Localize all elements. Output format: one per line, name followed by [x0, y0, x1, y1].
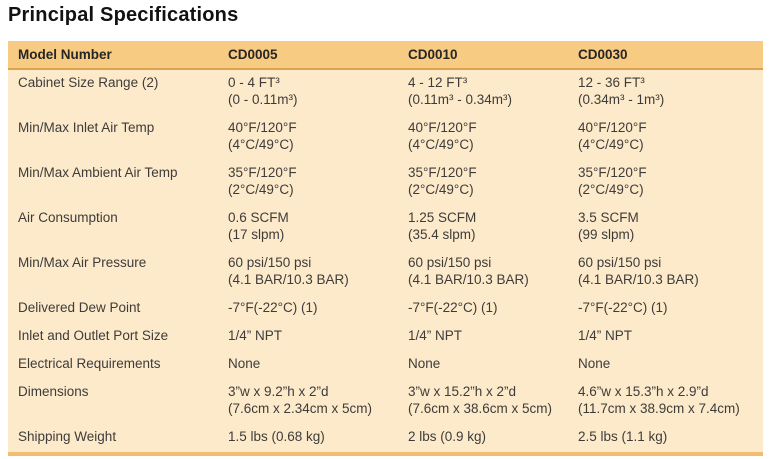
- cell-value: -7°F(-22°C) (1): [228, 300, 318, 315]
- table-header-row: Model Number CD0005 CD0010 CD0030: [8, 41, 763, 70]
- cell-value: 60 psi/150 psi (4.1 BAR/10.3 BAR): [578, 255, 699, 287]
- cell-value: 1/4” NPT: [578, 328, 633, 343]
- cell-value: None: [228, 356, 261, 371]
- cell-value: -7°F(-22°C) (1): [578, 300, 668, 315]
- cell-value: 35°F/120°F (2°C/49°C): [408, 165, 477, 197]
- row-label: Inlet and Outlet Port Size: [18, 328, 169, 343]
- cell-value: 3”w x 15.2”h x 2”d (7.6cm x 38.6cm x 5cm…: [408, 384, 553, 416]
- table-row: Delivered Dew Point -7°F(-22°C) (1) -7°F…: [8, 295, 763, 323]
- column-header-cd0010: CD0010: [408, 47, 458, 62]
- row-label: Delivered Dew Point: [18, 300, 141, 315]
- cell-value: 1.5 lbs (0.68 kg): [228, 429, 325, 444]
- table-row: Dimensions 3”w x 9.2”h x 2”d (7.6cm x 2.…: [8, 379, 763, 424]
- cell-value: -7°F(-22°C) (1): [408, 300, 498, 315]
- row-label: Shipping Weight: [18, 429, 117, 444]
- cell-value: 1/4” NPT: [228, 328, 283, 343]
- row-label: Min/Max Air Pressure: [18, 255, 147, 270]
- cell-value: None: [578, 356, 611, 371]
- cell-value: 0.6 SCFM (17 slpm): [228, 210, 289, 242]
- table-row: Min/Max Inlet Air Temp 40°F/120°F (4°C/4…: [8, 115, 763, 160]
- cell-value: 4.6”w x 15.3”h x 2.9”d (11.7cm x 38.9cm …: [578, 384, 740, 416]
- cell-value: 4 - 12 FT³ (0.11m³ - 0.34m³): [408, 75, 513, 107]
- cell-value: 2.5 lbs (1.1 kg): [578, 429, 668, 444]
- cell-value: 3.5 SCFM (99 slpm): [578, 210, 639, 242]
- cell-value: 2 lbs (0.9 kg): [408, 429, 487, 444]
- table-row: Inlet and Outlet Port Size 1/4” NPT 1/4”…: [8, 323, 763, 351]
- column-header-cd0005: CD0005: [228, 47, 278, 62]
- column-header-cd0030: CD0030: [578, 47, 628, 62]
- cell-value: 35°F/120°F (2°C/49°C): [578, 165, 647, 197]
- table-row: Min/Max Ambient Air Temp 35°F/120°F (2°C…: [8, 160, 763, 205]
- row-label: Cabinet Size Range (2): [18, 75, 159, 90]
- cell-value: 0 - 4 FT³ (0 - 0.11m³): [228, 75, 298, 107]
- cell-value: 60 psi/150 psi (4.1 BAR/10.3 BAR): [228, 255, 349, 287]
- row-label: Air Consumption: [18, 210, 118, 225]
- cell-value: 12 - 36 FT³ (0.34m³ - 1m³): [578, 75, 665, 107]
- cell-value: 40°F/120°F (4°C/49°C): [228, 120, 297, 152]
- table-row: Cabinet Size Range (2) 0 - 4 FT³ (0 - 0.…: [8, 70, 763, 115]
- page-title: Principal Specifications: [8, 4, 239, 26]
- row-label: Min/Max Ambient Air Temp: [18, 165, 178, 180]
- cell-value: 35°F/120°F (2°C/49°C): [228, 165, 297, 197]
- table-row: Min/Max Air Pressure 60 psi/150 psi (4.1…: [8, 250, 763, 295]
- table-row: Air Consumption 0.6 SCFM (17 slpm) 1.25 …: [8, 205, 763, 250]
- cell-value: 40°F/120°F (4°C/49°C): [578, 120, 647, 152]
- column-header-model-number: Model Number: [18, 47, 112, 62]
- table-row: Shipping Weight 1.5 lbs (0.68 kg) 2 lbs …: [8, 424, 763, 452]
- cell-value: 60 psi/150 psi (4.1 BAR/10.3 BAR): [408, 255, 529, 287]
- table-row: Electrical Requirements None None None: [8, 351, 763, 379]
- specifications-table: Model Number CD0005 CD0010 CD0030 Cabine…: [8, 41, 763, 456]
- cell-value: 40°F/120°F (4°C/49°C): [408, 120, 477, 152]
- cell-value: 3”w x 9.2”h x 2”d (7.6cm x 2.34cm x 5cm): [228, 384, 373, 416]
- cell-value: None: [408, 356, 441, 371]
- row-label: Min/Max Inlet Air Temp: [18, 120, 155, 135]
- cell-value: 1.25 SCFM (35.4 slpm): [408, 210, 477, 242]
- cell-value: 1/4” NPT: [408, 328, 463, 343]
- row-label: Electrical Requirements: [18, 356, 161, 371]
- row-label: Dimensions: [18, 384, 89, 399]
